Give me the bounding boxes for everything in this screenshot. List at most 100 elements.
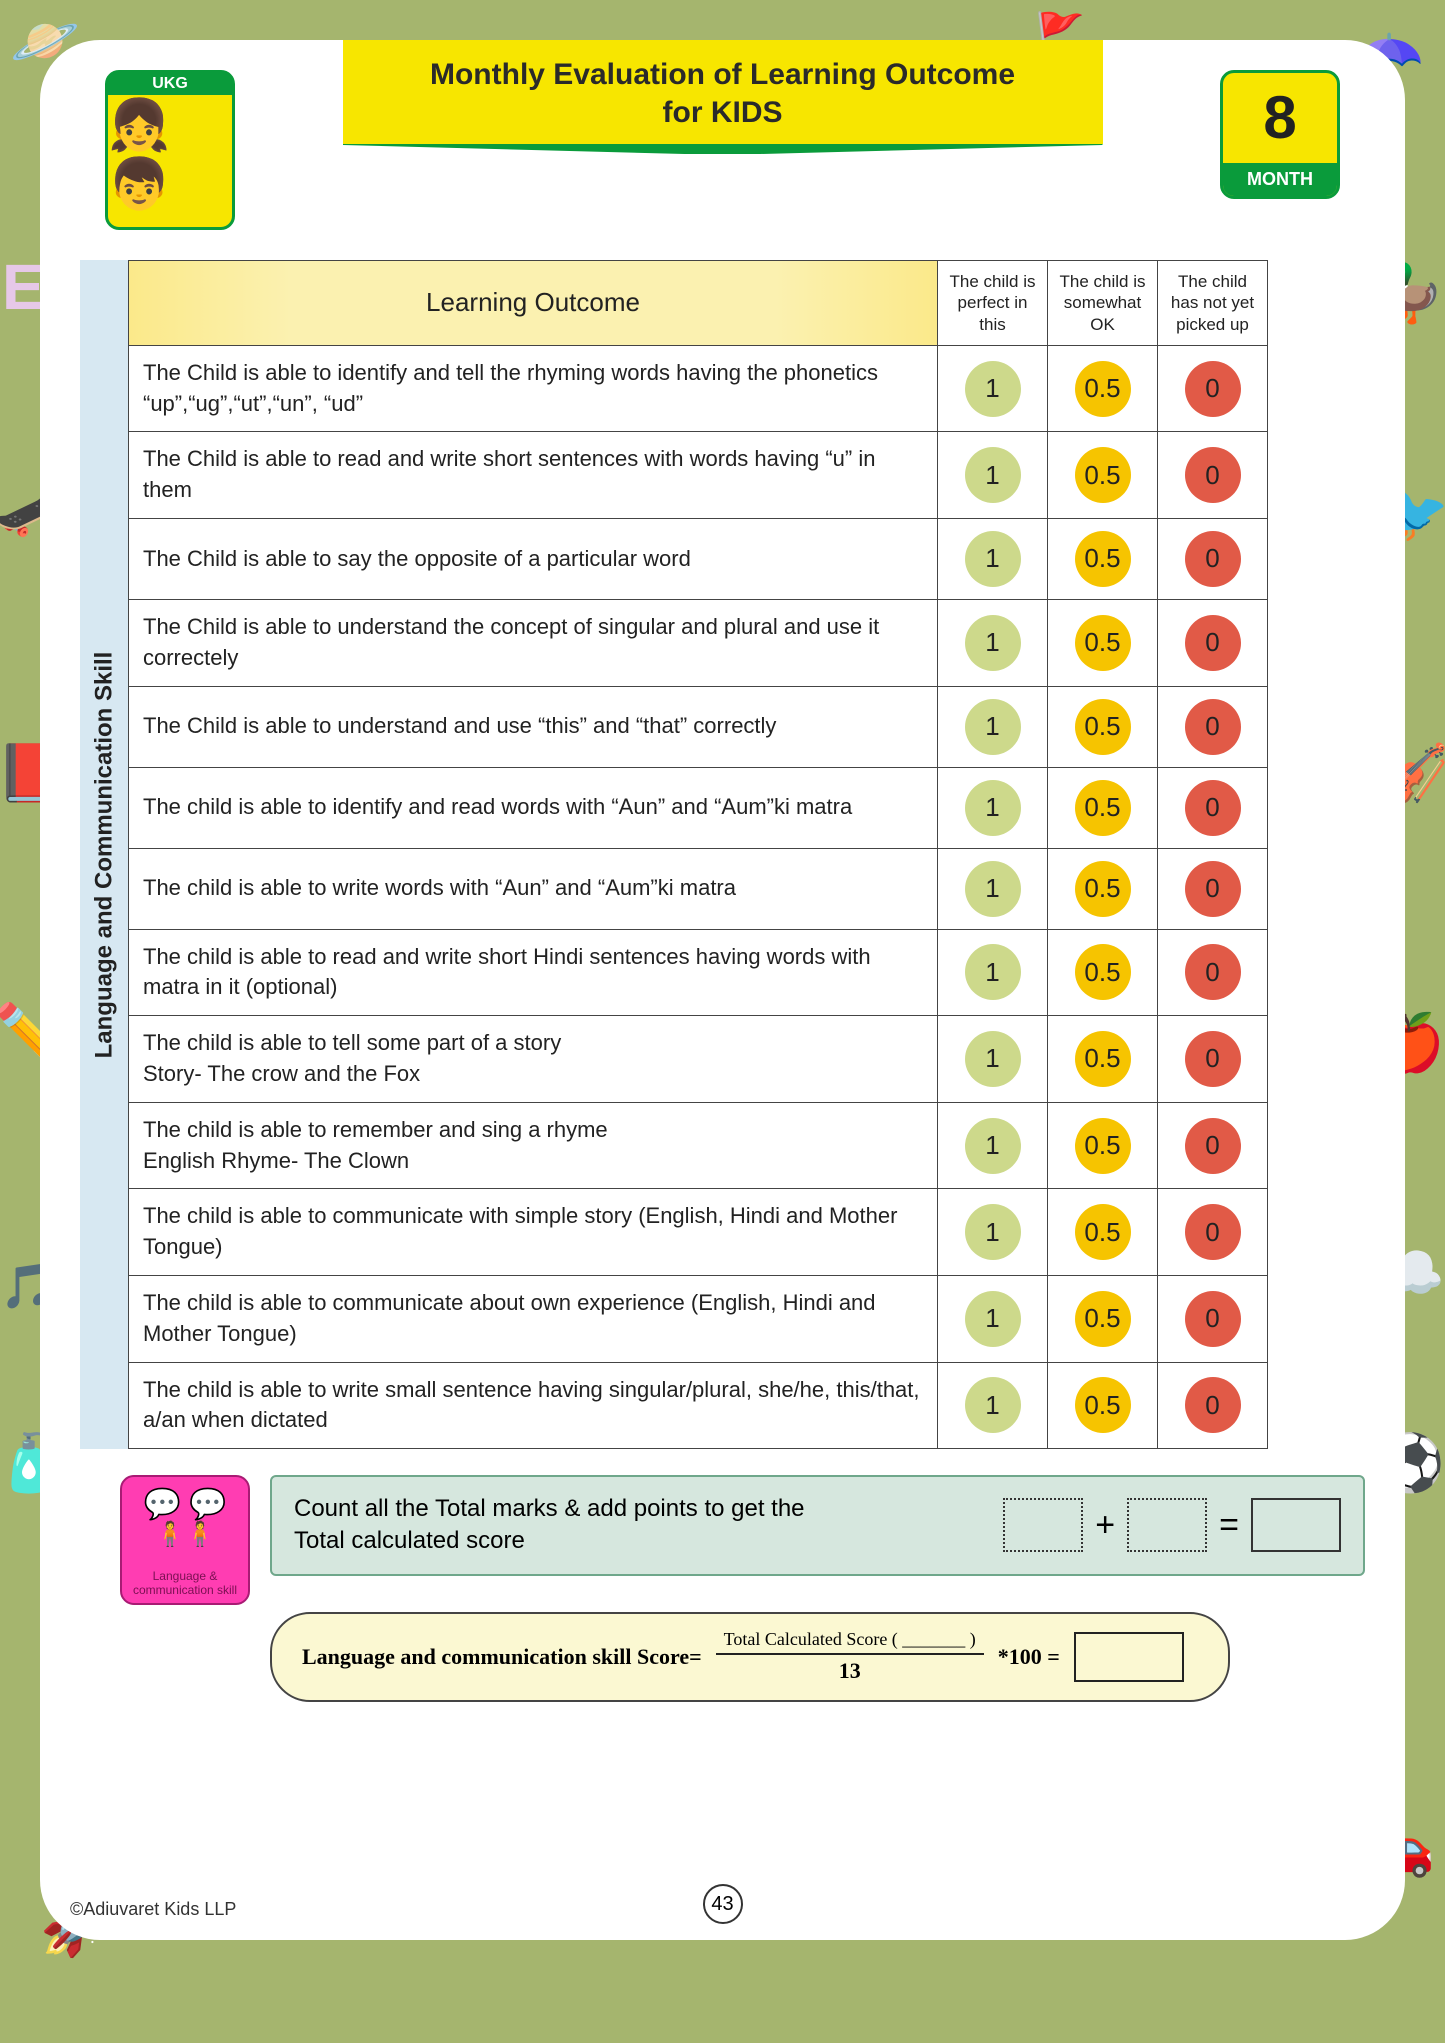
score-ok-bubble[interactable]: 0.5	[1075, 361, 1131, 417]
outcome-description: The child is able to identify and read w…	[129, 767, 938, 848]
score-perfect-bubble[interactable]: 1	[965, 861, 1021, 917]
outcome-description: The Child is able to understand the conc…	[129, 599, 938, 686]
score-perfect-bubble[interactable]: 1	[965, 531, 1021, 587]
score-notyet-cell: 0	[1158, 599, 1268, 686]
score-ok-bubble[interactable]: 0.5	[1075, 699, 1131, 755]
title-line-1: Monthly Evaluation of Learning Outcome	[343, 58, 1103, 92]
title-banner: Monthly Evaluation of Learning Outcome f…	[343, 40, 1103, 144]
score-ok-cell: 0.5	[1048, 1362, 1158, 1449]
score-perfect-cell: 1	[938, 848, 1048, 929]
totals-math: + =	[1003, 1498, 1341, 1552]
table-row: The child is able to communicate with si…	[129, 1189, 1268, 1276]
score-notyet-cell: 0	[1158, 345, 1268, 432]
section-side-label: Language and Communication Skill	[80, 260, 128, 1449]
table-row: The Child is able to read and write shor…	[129, 432, 1268, 519]
score-ok-bubble[interactable]: 0.5	[1075, 1204, 1131, 1260]
score-ok-cell: 0.5	[1048, 345, 1158, 432]
score-notyet-bubble[interactable]: 0	[1185, 531, 1241, 587]
table-row: The child is able to remember and sing a…	[129, 1102, 1268, 1189]
score-perfect-bubble[interactable]: 1	[965, 1377, 1021, 1433]
table-row: The child is able to tell some part of a…	[129, 1016, 1268, 1103]
outcome-description: The child is able to write words with “A…	[129, 848, 938, 929]
score-notyet-cell: 0	[1158, 1102, 1268, 1189]
score-notyet-bubble[interactable]: 0	[1185, 1291, 1241, 1347]
month-label: MONTH	[1223, 163, 1337, 196]
score-perfect-bubble[interactable]: 1	[965, 1031, 1021, 1087]
score-ok-bubble[interactable]: 0.5	[1075, 944, 1131, 1000]
score-ok-bubble[interactable]: 0.5	[1075, 1031, 1131, 1087]
score-ok-bubble[interactable]: 0.5	[1075, 1377, 1131, 1433]
score-ok-bubble[interactable]: 0.5	[1075, 531, 1131, 587]
score-notyet-cell: 0	[1158, 1189, 1268, 1276]
page-card: Monthly Evaluation of Learning Outcome f…	[40, 40, 1405, 1940]
score-ok-bubble[interactable]: 0.5	[1075, 1291, 1131, 1347]
score-ok-bubble[interactable]: 0.5	[1075, 1118, 1131, 1174]
score-perfect-bubble[interactable]: 1	[965, 780, 1021, 836]
score-perfect-bubble[interactable]: 1	[965, 615, 1021, 671]
score-notyet-bubble[interactable]: 0	[1185, 1118, 1241, 1174]
table-row: The child is able to read and write shor…	[129, 929, 1268, 1016]
score-perfect-cell: 1	[938, 599, 1048, 686]
score-perfect-bubble[interactable]: 1	[965, 1291, 1021, 1347]
score-ok-bubble[interactable]: 0.5	[1075, 780, 1131, 836]
score-ok-bubble[interactable]: 0.5	[1075, 447, 1131, 503]
score-notyet-bubble[interactable]: 0	[1185, 1377, 1241, 1433]
score-notyet-cell: 0	[1158, 929, 1268, 1016]
outcome-description: The Child is able to say the opposite of…	[129, 518, 938, 599]
formula-fraction: Total Calculated Score ( _______ ) 13	[716, 1628, 984, 1686]
outcome-description: The Child is able to read and write shor…	[129, 432, 938, 519]
totals-instruction: Count all the Total marks & add points t…	[294, 1493, 814, 1558]
score-notyet-bubble[interactable]: 0	[1185, 615, 1241, 671]
score-notyet-bubble[interactable]: 0	[1185, 361, 1241, 417]
score-ok-cell: 0.5	[1048, 1275, 1158, 1362]
score-perfect-bubble[interactable]: 1	[965, 1118, 1021, 1174]
score-notyet-bubble[interactable]: 0	[1185, 447, 1241, 503]
section-side-label-text: Language and Communication Skill	[90, 651, 118, 1058]
score-notyet-bubble[interactable]: 0	[1185, 780, 1241, 836]
score-notyet-cell: 0	[1158, 518, 1268, 599]
score-perfect-cell: 1	[938, 432, 1048, 519]
score-notyet-cell: 0	[1158, 1362, 1268, 1449]
grade-badge: UKG 👧👦	[105, 70, 235, 230]
score-perfect-bubble[interactable]: 1	[965, 1204, 1021, 1260]
grade-badge-label: UKG	[108, 73, 232, 95]
score-notyet-cell: 0	[1158, 432, 1268, 519]
score-ok-cell: 0.5	[1048, 929, 1158, 1016]
score-perfect-cell: 1	[938, 1362, 1048, 1449]
outcome-description: The Child is able to understand and use …	[129, 686, 938, 767]
month-badge: 8 MONTH	[1220, 70, 1340, 199]
score-ok-cell: 0.5	[1048, 518, 1158, 599]
title-line-2: for KIDS	[343, 96, 1103, 130]
score-notyet-bubble[interactable]: 0	[1185, 1031, 1241, 1087]
score-notyet-bubble[interactable]: 0	[1185, 1204, 1241, 1260]
outcome-table: Learning Outcome The child is perfect in…	[128, 260, 1268, 1449]
totals-result[interactable]	[1251, 1498, 1341, 1552]
formula-result[interactable]	[1074, 1632, 1184, 1682]
score-notyet-cell: 0	[1158, 686, 1268, 767]
score-perfect-bubble[interactable]: 1	[965, 447, 1021, 503]
score-notyet-bubble[interactable]: 0	[1185, 861, 1241, 917]
table-row: The child is able to communicate about o…	[129, 1275, 1268, 1362]
score-perfect-cell: 1	[938, 345, 1048, 432]
totals-input-1[interactable]	[1003, 1498, 1083, 1552]
totals-box: Count all the Total marks & add points t…	[270, 1475, 1365, 1576]
outcome-description: The child is able to communicate with si…	[129, 1189, 938, 1276]
score-notyet-bubble[interactable]: 0	[1185, 944, 1241, 1000]
score-notyet-bubble[interactable]: 0	[1185, 699, 1241, 755]
totals-input-2[interactable]	[1127, 1498, 1207, 1552]
score-ok-bubble[interactable]: 0.5	[1075, 615, 1131, 671]
table-row: The Child is able to understand and use …	[129, 686, 1268, 767]
score-perfect-bubble[interactable]: 1	[965, 699, 1021, 755]
score-ok-cell: 0.5	[1048, 599, 1158, 686]
score-ok-bubble[interactable]: 0.5	[1075, 861, 1131, 917]
table-row: The Child is able to say the opposite of…	[129, 518, 1268, 599]
score-notyet-cell: 0	[1158, 767, 1268, 848]
score-perfect-bubble[interactable]: 1	[965, 361, 1021, 417]
col-header-perfect: The child is perfect in this	[938, 261, 1048, 346]
score-perfect-cell: 1	[938, 686, 1048, 767]
score-ok-cell: 0.5	[1048, 432, 1158, 519]
table-row: The child is able to write words with “A…	[129, 848, 1268, 929]
score-ok-cell: 0.5	[1048, 1016, 1158, 1103]
score-perfect-bubble[interactable]: 1	[965, 944, 1021, 1000]
col-header-outcome: Learning Outcome	[129, 261, 938, 346]
